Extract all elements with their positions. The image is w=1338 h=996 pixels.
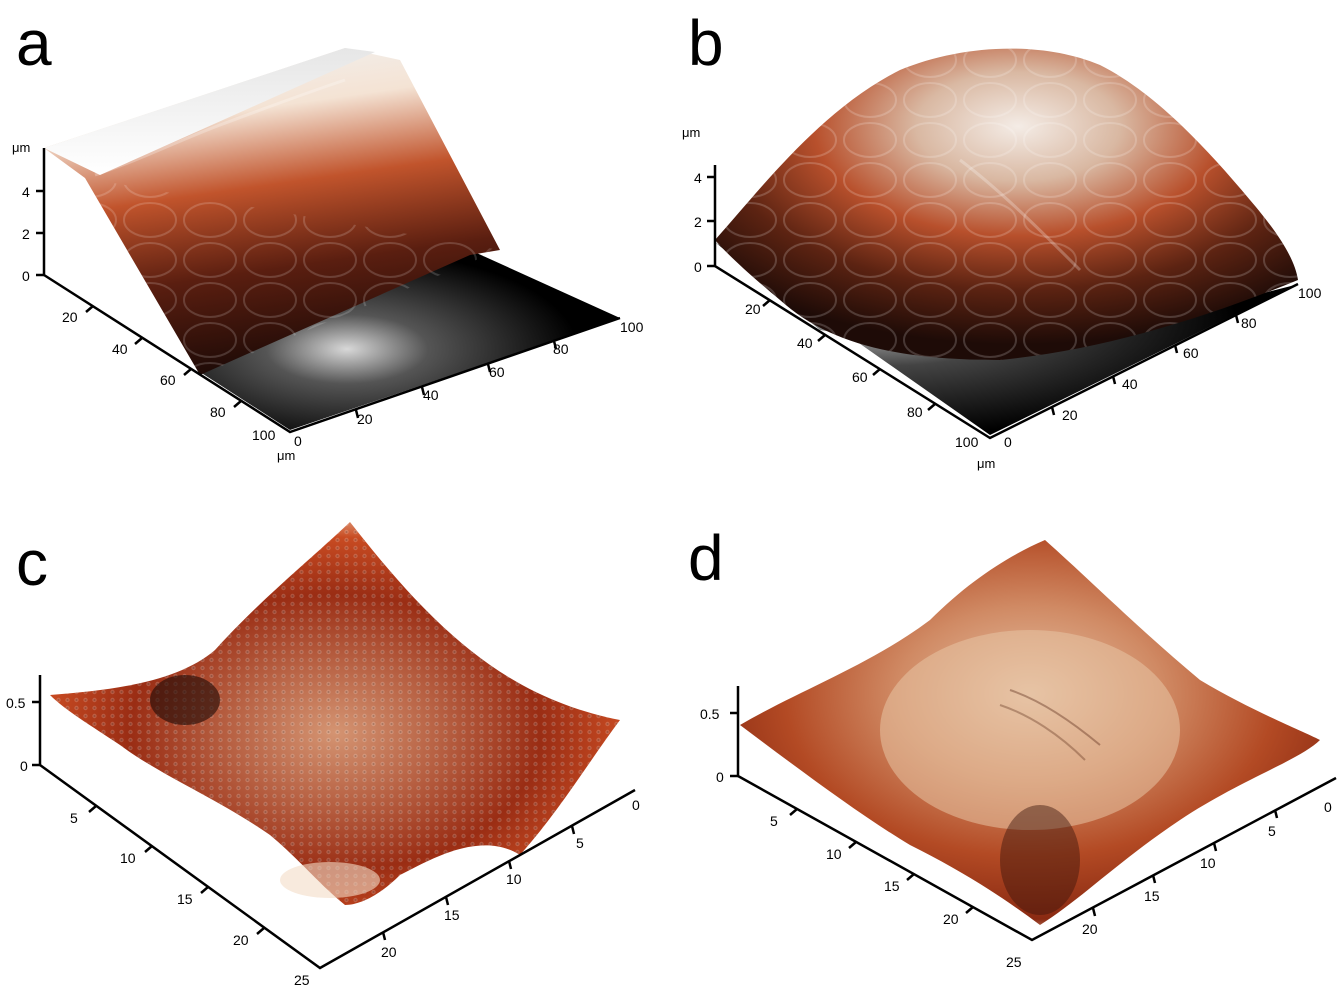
axes-a xyxy=(42,148,621,434)
right-tick-d-1: 5 xyxy=(1268,823,1276,839)
surface-d xyxy=(740,540,1320,925)
right-tick-d-0: 0 xyxy=(1324,799,1332,815)
left-tick-d-4: 25 xyxy=(1006,954,1022,970)
left-tick-c-0: 5 xyxy=(70,810,78,826)
z-tick-d-0: 0 xyxy=(716,769,724,785)
surface-b xyxy=(715,48,1298,435)
left-tick-a-2: 60 xyxy=(160,372,176,388)
z-ticks-b: 0 2 4 μm xyxy=(682,125,715,275)
right-tick-d-4: 20 xyxy=(1082,921,1098,937)
right-tick-b-5: 100 xyxy=(1298,285,1322,301)
axes-d xyxy=(736,686,1337,942)
right-tick-c-3: 15 xyxy=(444,907,460,923)
axes-c xyxy=(38,675,636,970)
left-tick-a-4: 100 xyxy=(252,427,276,443)
right-ticks-d: 0 5 10 15 20 xyxy=(1082,799,1332,937)
corner-unit-b: μm xyxy=(977,456,995,471)
z-tick-d-1: 0.5 xyxy=(700,706,720,722)
right-ticks-b: 0 20 40 60 80 100 xyxy=(1004,285,1322,450)
surface-a xyxy=(44,48,620,430)
left-tick-b-1: 40 xyxy=(797,335,813,351)
z-tick-c-1: 0.5 xyxy=(6,695,26,711)
right-tick-a-1: 20 xyxy=(357,411,373,427)
right-tick-b-4: 80 xyxy=(1241,315,1257,331)
left-ticks-a: 20 40 60 80 100 xyxy=(62,305,276,443)
right-tick-a-3: 60 xyxy=(489,364,505,380)
corner-unit-a: μm xyxy=(277,448,295,463)
z-ticks-c: 0 0.5 xyxy=(6,695,40,774)
z-unit-b: μm xyxy=(682,125,700,140)
z-tick-c-0: 0 xyxy=(20,758,28,774)
right-tick-a-2: 40 xyxy=(423,387,439,403)
right-tick-c-2: 10 xyxy=(506,871,522,887)
right-ticks-c: 0 5 10 15 20 xyxy=(381,797,640,960)
panel-label-d: d xyxy=(688,522,724,594)
z-tick-a-1: 2 xyxy=(22,226,30,242)
right-tick-d-2: 10 xyxy=(1200,855,1216,871)
z-tick-b-1: 2 xyxy=(694,214,702,230)
right-ticks-a: 0 20 40 60 80 100 xyxy=(294,319,644,449)
right-tick-a-4: 80 xyxy=(553,341,569,357)
left-ticks-b: 20 40 60 80 100 xyxy=(745,299,979,450)
panel-label-b: b xyxy=(688,7,724,79)
panel-c: c 0 0.5 5 10 15 20 25 xyxy=(6,522,640,988)
left-tick-c-2: 15 xyxy=(177,891,193,907)
z-tick-a-2: 4 xyxy=(22,184,30,200)
left-tick-d-0: 5 xyxy=(770,813,778,829)
z-unit-a: μm xyxy=(12,140,30,155)
left-tick-d-1: 10 xyxy=(826,846,842,862)
panel-a: a 0 2 4 μm 20 40 60 80 100 xyxy=(12,7,644,463)
z-tick-a-0: 0 xyxy=(22,268,30,284)
left-tick-c-1: 10 xyxy=(120,850,136,866)
right-tick-b-0: 0 xyxy=(1004,434,1012,450)
z-tick-b-2: 4 xyxy=(694,170,702,186)
panel-label-c: c xyxy=(16,527,48,599)
panel-d: d 0 0.5 5 10 15 20 25 xyxy=(688,522,1337,970)
right-tick-d-3: 15 xyxy=(1144,888,1160,904)
z-ticks-d: 0 0.5 xyxy=(700,706,738,785)
z-tick-b-0: 0 xyxy=(694,259,702,275)
left-tick-b-2: 60 xyxy=(852,369,868,385)
left-tick-d-2: 15 xyxy=(884,878,900,894)
left-ticks-d: 5 10 15 20 25 xyxy=(770,808,1022,970)
right-tick-c-1: 5 xyxy=(576,835,584,851)
left-tick-c-3: 20 xyxy=(233,932,249,948)
left-tick-a-0: 20 xyxy=(62,309,78,325)
panel-label-a: a xyxy=(16,7,52,79)
right-tick-c-0: 0 xyxy=(632,797,640,813)
right-tick-b-1: 20 xyxy=(1062,407,1078,423)
right-tick-b-3: 60 xyxy=(1183,345,1199,361)
left-tick-c-4: 25 xyxy=(294,972,310,988)
right-tick-a-0: 0 xyxy=(294,433,302,449)
left-tick-d-3: 20 xyxy=(943,911,959,927)
right-tick-b-2: 40 xyxy=(1122,376,1138,392)
z-ticks-a: 0 2 4 μm xyxy=(12,140,44,284)
left-tick-b-0: 20 xyxy=(745,301,761,317)
right-tick-c-4: 20 xyxy=(381,944,397,960)
left-tick-b-4: 100 xyxy=(955,434,979,450)
surface-c xyxy=(50,522,620,905)
left-tick-b-3: 80 xyxy=(907,404,923,420)
left-tick-a-3: 80 xyxy=(210,404,226,420)
left-tick-a-1: 40 xyxy=(112,341,128,357)
panel-b: b 0 2 4 μm 20 40 60 80 100 xyxy=(682,7,1322,471)
right-tick-a-5: 100 xyxy=(620,319,644,335)
left-ticks-c: 5 10 15 20 25 xyxy=(70,805,310,988)
axes-b xyxy=(713,165,1299,440)
